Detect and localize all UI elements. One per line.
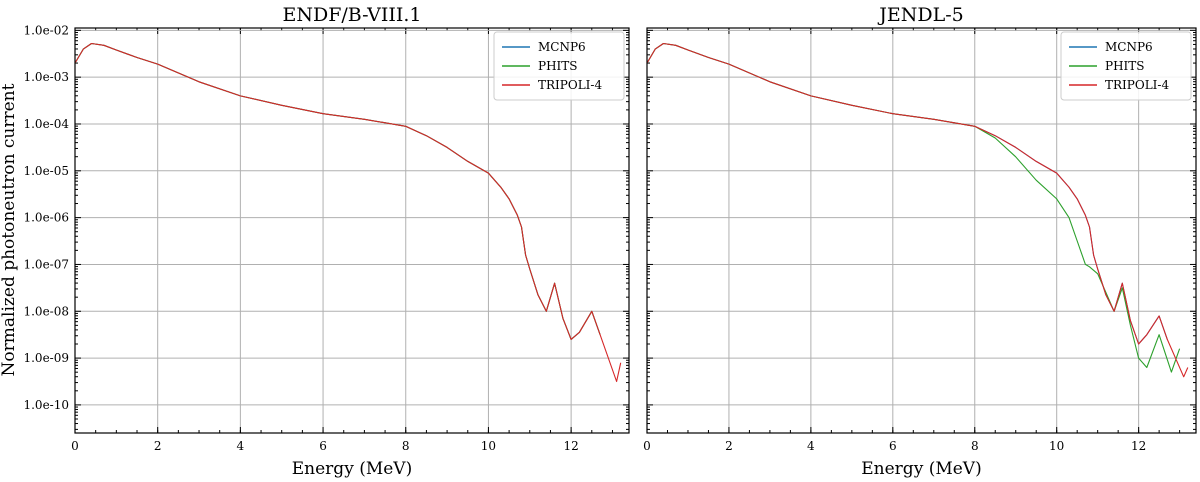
legend-box: [493, 31, 625, 101]
x-tick-label: 2: [154, 439, 162, 453]
x-tick-label: 2: [725, 439, 733, 453]
plot-frame: [74, 27, 630, 434]
legend-label-phits: PHITS: [538, 59, 578, 73]
x-tick-label: 0: [71, 439, 79, 453]
y-tick-label: 1.0e-07: [23, 257, 69, 271]
x-tick-label: 4: [237, 439, 245, 453]
legend-box: [1060, 31, 1192, 101]
legend-label-tripoli-4: TRIPOLI-4: [538, 78, 602, 92]
x-tick-label: 6: [889, 439, 897, 453]
chart-title: JENDL-5: [877, 4, 963, 26]
legend-label-mcnp6: MCNP6: [1105, 40, 1153, 54]
y-tick-label: 1.0e-06: [23, 211, 69, 225]
y-axis-label: Normalized photoneutron current: [0, 83, 19, 376]
chart-title: ENDF/B-VIII.1: [282, 4, 421, 26]
series-line-tripoli-4: [75, 42, 622, 383]
panel-jendl: JENDL-5 0 2 4 6 8 10 12 Energy (MeV) MCNP6 PHITS TR…: [643, 4, 1197, 479]
y-tick-label: 1.0e-03: [23, 70, 69, 84]
x-tick-label: 10: [481, 439, 496, 453]
x-tick-label: 0: [643, 439, 651, 453]
x-tick-label: 8: [402, 439, 410, 453]
y-tick-label: 1.0e-08: [23, 304, 69, 318]
legend-label-mcnp6: MCNP6: [538, 40, 586, 54]
y-tick-label: 1.0e-09: [23, 351, 69, 365]
y-tick-label: 1.0e-04: [23, 117, 69, 131]
y-tick-label: 1.0e-05: [23, 164, 69, 178]
y-tick-label: 1.0e-02: [23, 23, 69, 37]
y-tick-label: 1.0e-10: [23, 398, 69, 412]
x-tick-label: 12: [563, 439, 578, 453]
plot-frame: [646, 27, 1197, 434]
x-tick-label: 12: [1131, 439, 1146, 453]
x-tick-label: 8: [971, 439, 979, 453]
legend-label-phits: PHITS: [1105, 59, 1145, 73]
x-tick-label: 10: [1049, 439, 1064, 453]
panel-endf: ENDF/B-VIII.1 0 2 4 6 8 10 12 1.0e-02 1.0e-03 1.0e…: [23, 4, 630, 479]
legend-label-tripoli-4: TRIPOLI-4: [1105, 78, 1169, 92]
x-axis-label: Energy (MeV): [292, 459, 412, 479]
series-line-tripoli-4: [647, 42, 1189, 378]
x-tick-label: 4: [807, 439, 815, 453]
x-axis-label: Energy (MeV): [861, 459, 981, 479]
x-tick-label: 6: [319, 439, 327, 453]
